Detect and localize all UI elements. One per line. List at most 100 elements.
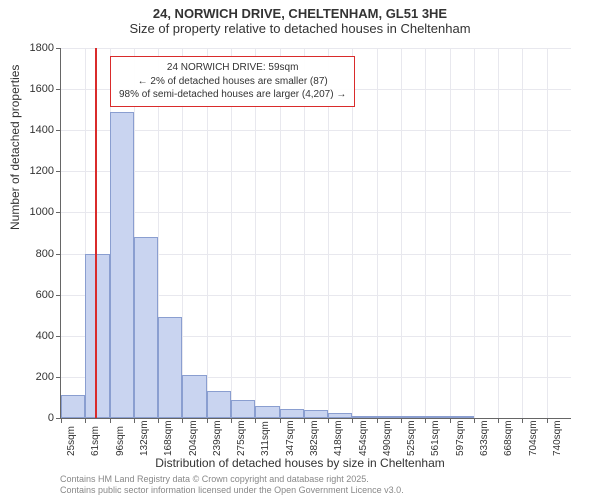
gridline-v <box>547 48 548 418</box>
x-tick-label: 25sqm <box>66 426 77 456</box>
x-tick-mark <box>474 418 475 423</box>
y-tick-label: 0 <box>14 412 54 424</box>
x-tick-mark <box>110 418 111 423</box>
chart-title-block: 24, NORWICH DRIVE, CHELTENHAM, GL51 3HE … <box>0 0 600 36</box>
annotation-line-1: 24 NORWICH DRIVE: 59sqm <box>119 61 346 75</box>
x-tick-mark <box>280 418 281 423</box>
x-tick-mark <box>304 418 305 423</box>
x-tick-label: 382sqm <box>309 420 320 456</box>
x-tick-mark <box>522 418 523 423</box>
x-tick-mark <box>498 418 499 423</box>
annotation-line-2: ← 2% of detached houses are smaller (87) <box>119 75 346 89</box>
gridline-h <box>61 171 571 172</box>
chart-subtitle: Size of property relative to detached ho… <box>0 21 600 36</box>
x-tick-mark <box>207 418 208 423</box>
y-tick-mark <box>56 336 61 337</box>
histogram-bar <box>207 391 231 418</box>
y-tick-mark <box>56 295 61 296</box>
gridline-v <box>425 48 426 418</box>
x-tick-label: 132sqm <box>139 420 150 456</box>
histogram-bar <box>425 416 449 418</box>
y-tick-label: 800 <box>14 248 54 260</box>
annotation-line-3: 98% of semi-detached houses are larger (… <box>119 88 346 102</box>
x-tick-label: 96sqm <box>115 426 126 456</box>
histogram-bar <box>182 375 206 418</box>
histogram-bar <box>134 237 158 418</box>
x-tick-mark <box>401 418 402 423</box>
histogram-bar <box>304 410 328 418</box>
x-tick-mark <box>158 418 159 423</box>
x-tick-label: 490sqm <box>382 420 393 456</box>
gridline-v <box>377 48 378 418</box>
x-tick-label: 311sqm <box>260 421 271 456</box>
gridline-h <box>61 130 571 131</box>
histogram-bar <box>328 413 352 418</box>
y-tick-label: 600 <box>14 289 54 301</box>
histogram-bar <box>377 416 401 418</box>
x-tick-label: 204sqm <box>188 420 199 456</box>
y-tick-label: 1200 <box>14 165 54 177</box>
property-marker-line <box>95 48 97 418</box>
gridline-h <box>61 48 571 49</box>
histogram-bar <box>450 416 474 418</box>
histogram-bar <box>61 395 85 418</box>
gridline-h <box>61 212 571 213</box>
histogram-bar <box>401 416 425 418</box>
y-tick-mark <box>56 212 61 213</box>
chart-title: 24, NORWICH DRIVE, CHELTENHAM, GL51 3HE <box>0 6 600 21</box>
y-tick-label: 1600 <box>14 83 54 95</box>
gridline-v <box>474 48 475 418</box>
x-tick-mark <box>134 418 135 423</box>
y-tick-mark <box>56 171 61 172</box>
x-tick-label: 418sqm <box>333 420 344 456</box>
x-tick-label: 633sqm <box>479 420 490 456</box>
x-tick-label: 61sqm <box>90 426 101 456</box>
x-tick-label: 704sqm <box>528 420 539 456</box>
y-tick-mark <box>56 130 61 131</box>
x-tick-mark <box>231 418 232 423</box>
histogram-bar <box>280 409 304 418</box>
y-tick-mark <box>56 48 61 49</box>
chart-container: 24, NORWICH DRIVE, CHELTENHAM, GL51 3HE … <box>0 0 600 500</box>
x-tick-mark <box>328 418 329 423</box>
x-axis-title: Distribution of detached houses by size … <box>0 456 600 470</box>
histogram-bar <box>110 112 134 418</box>
x-tick-label: 561sqm <box>430 420 441 456</box>
y-tick-label: 1800 <box>14 42 54 54</box>
histogram-bar <box>85 254 109 418</box>
histogram-bar <box>231 400 255 419</box>
gridline-v <box>401 48 402 418</box>
x-tick-label: 525sqm <box>406 420 417 456</box>
y-tick-label: 200 <box>14 371 54 383</box>
x-tick-label: 740sqm <box>552 420 563 456</box>
x-tick-mark <box>547 418 548 423</box>
x-tick-mark <box>450 418 451 423</box>
x-tick-mark <box>85 418 86 423</box>
x-tick-mark <box>425 418 426 423</box>
x-tick-mark <box>352 418 353 423</box>
gridline-v <box>450 48 451 418</box>
gridline-v <box>498 48 499 418</box>
histogram-bar <box>255 406 279 418</box>
footer-line-1: Contains HM Land Registry data © Crown c… <box>60 474 404 485</box>
y-tick-label: 1000 <box>14 206 54 218</box>
histogram-bar <box>158 317 182 418</box>
y-tick-label: 400 <box>14 330 54 342</box>
y-tick-mark <box>56 254 61 255</box>
x-tick-label: 454sqm <box>358 420 369 456</box>
x-tick-mark <box>377 418 378 423</box>
x-tick-label: 668sqm <box>503 420 514 456</box>
annotation-box: 24 NORWICH DRIVE: 59sqm ← 2% of detached… <box>110 56 355 107</box>
y-tick-mark <box>56 377 61 378</box>
x-tick-mark <box>182 418 183 423</box>
gridline-v <box>522 48 523 418</box>
x-tick-label: 347sqm <box>285 420 296 456</box>
x-tick-label: 168sqm <box>163 420 174 456</box>
x-tick-label: 275sqm <box>236 420 247 456</box>
histogram-bar <box>352 416 376 418</box>
y-tick-label: 1400 <box>14 124 54 136</box>
x-tick-label: 597sqm <box>455 420 466 456</box>
footer-line-2: Contains public sector information licen… <box>60 485 404 496</box>
x-tick-label: 239sqm <box>212 420 223 456</box>
x-tick-mark <box>255 418 256 423</box>
